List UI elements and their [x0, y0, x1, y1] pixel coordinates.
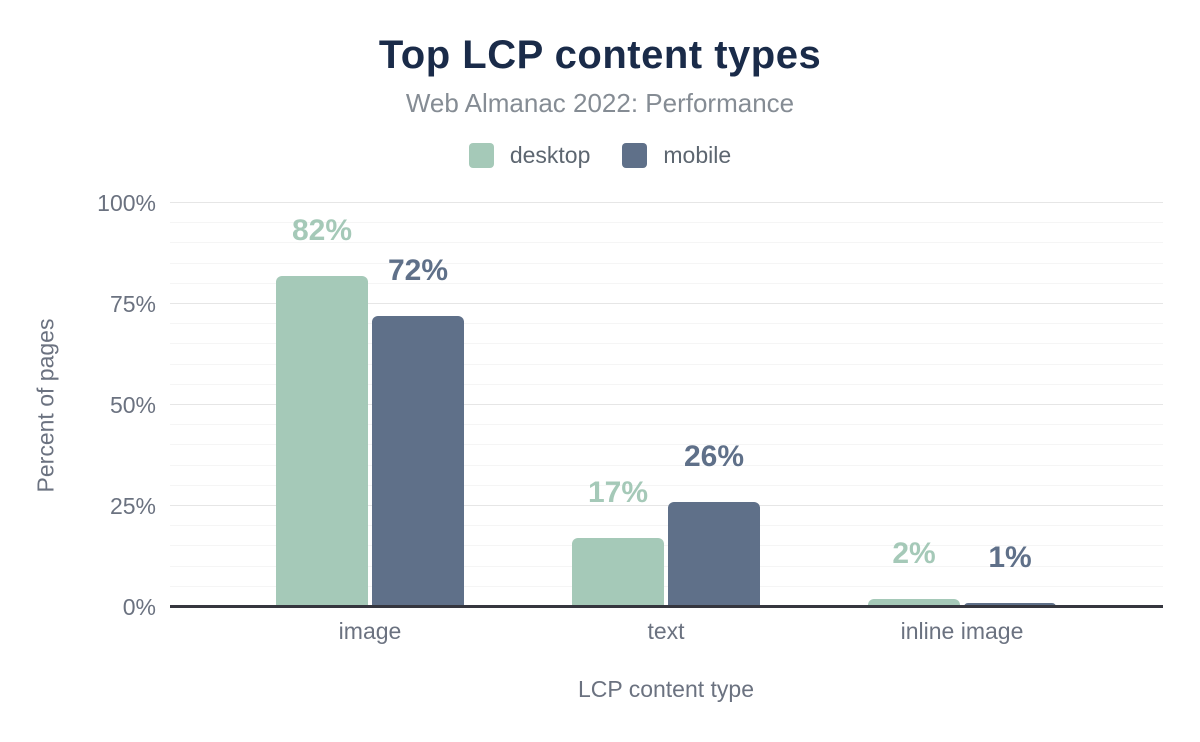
gridline-90 — [170, 242, 1163, 244]
mobile-swatch-icon — [622, 143, 648, 168]
x-category-inline-image: inline image — [900, 618, 1024, 644]
legend: desktop mobile — [0, 142, 1200, 169]
bar-value-desktop-inline-image: 2% — [892, 536, 936, 570]
gridline-35 — [170, 464, 1163, 466]
y-tick-50: 50% — [109, 392, 156, 418]
gridline-45 — [170, 424, 1163, 426]
legend-item-mobile: mobile — [622, 142, 731, 169]
gridline-50 — [170, 404, 1163, 405]
bar-mobile-text — [668, 501, 760, 607]
bar-mobile-image — [372, 316, 464, 607]
gridline-100 — [170, 202, 1163, 203]
y-tick-100: 100% — [97, 190, 156, 216]
gridline-15 — [170, 545, 1163, 547]
x-axis-title: LCP content type — [577, 676, 755, 702]
legend-label-mobile: mobile — [663, 142, 732, 168]
gridline-95 — [170, 222, 1163, 224]
gridline-10 — [170, 565, 1163, 567]
bar-value-mobile-image: 72% — [387, 254, 449, 288]
gridline-75 — [170, 303, 1163, 304]
gridline-5 — [170, 585, 1163, 587]
desktop-swatch-icon — [468, 143, 494, 168]
bar-value-desktop-text: 17% — [587, 476, 649, 510]
x-axis-line — [170, 605, 1163, 608]
gridline-65 — [170, 343, 1163, 345]
bar-value-desktop-image: 82% — [291, 213, 353, 247]
bar-value-mobile-text: 26% — [683, 439, 745, 473]
legend-item-desktop: desktop — [468, 142, 591, 169]
legend-label-desktop: desktop — [509, 142, 591, 168]
bar-value-mobile-inline-image: 1% — [988, 540, 1032, 574]
y-axis-title: Percent of pages — [32, 318, 59, 493]
chart-subtitle: Web Almanac 2022: Performance — [405, 88, 795, 118]
x-category-text: text — [647, 618, 685, 644]
gridline-25 — [170, 505, 1163, 506]
y-tick-0: 0% — [122, 594, 156, 620]
gridline-30 — [170, 484, 1163, 486]
y-tick-25: 25% — [109, 493, 156, 519]
gridline-55 — [170, 383, 1163, 385]
bar-mobile-inline-image — [964, 602, 1056, 607]
bar-desktop-inline-image — [868, 598, 960, 607]
gridline-40 — [170, 444, 1163, 446]
x-category-image: image — [338, 618, 402, 644]
bar-desktop-text — [572, 538, 664, 607]
gridline-70 — [170, 323, 1163, 325]
chart-title: Top LCP content types — [378, 33, 822, 77]
gridline-80 — [170, 282, 1163, 284]
plot-area: 82% 72% 17% 26% 2% 1% — [170, 202, 1163, 608]
gridline-60 — [170, 363, 1163, 365]
y-tick-75: 75% — [109, 291, 156, 317]
gridline-20 — [170, 525, 1163, 527]
gridline-85 — [170, 262, 1163, 264]
bar-desktop-image — [276, 275, 368, 607]
